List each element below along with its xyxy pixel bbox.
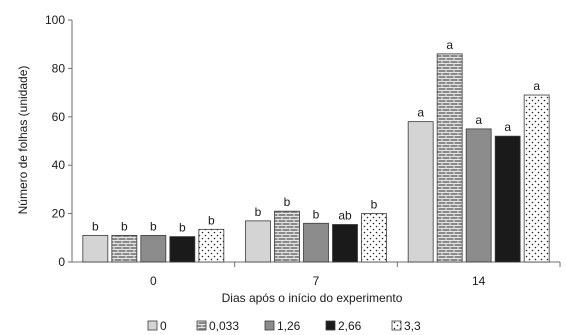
bar-2,66-0 (169, 236, 196, 263)
significance-letter: b (371, 198, 378, 212)
significance-letter: a (504, 120, 511, 134)
significance-letter: b (92, 219, 99, 233)
significance-letter: a (533, 79, 540, 93)
bar-1,26-0 (140, 234, 167, 263)
y-tick-label: 40 (52, 158, 66, 172)
significance-letter: ab (338, 208, 352, 222)
bar-0,033-14 (436, 53, 463, 263)
significance-letter: b (284, 195, 291, 209)
legend-label: 0 (160, 319, 167, 333)
bar-0-0 (82, 234, 109, 263)
bar-3,3-7 (361, 213, 387, 263)
legend-swatch-0 (147, 320, 158, 331)
significance-letter: b (150, 219, 157, 233)
legend-swatch-2,66 (325, 320, 336, 331)
legend-swatch-0,033 (196, 320, 207, 331)
significance-letter: b (208, 213, 215, 227)
x-tick-label: 14 (472, 274, 486, 288)
bar-0,033-7 (274, 210, 300, 263)
y-tick-label: 0 (58, 255, 65, 269)
x-axis-title: Dias após o início do experimento (222, 291, 403, 305)
y-axis-title: Número de folhas (unidade) (16, 66, 30, 215)
y-tick-label: 80 (52, 61, 66, 75)
bar-2,66-14 (494, 135, 521, 263)
y-tick-label: 100 (45, 13, 65, 27)
x-tick-label: 7 (313, 274, 320, 288)
legend-label: 3,3 (404, 319, 421, 333)
bar-2,66-7 (332, 224, 358, 263)
legend-swatch-3,3 (391, 320, 402, 331)
significance-letter: a (475, 113, 482, 127)
bars (82, 53, 550, 263)
legend: 0 0,033 1,26 2,66 3,3 (147, 319, 421, 333)
y-tick-label: 60 (52, 110, 66, 124)
significance-letter: b (121, 219, 128, 233)
bar-1,26-14 (465, 128, 492, 263)
bar-1,26-7 (303, 222, 329, 263)
bar-0-7 (245, 220, 271, 263)
significance-letter: b (255, 205, 262, 219)
bar-0,033-0 (111, 234, 138, 263)
bar-0-14 (407, 121, 434, 263)
legend-label: 1,26 (277, 319, 301, 333)
data-labels: b b b b b b b b ab b a a a a a (92, 38, 540, 235)
x-tick-label: 0 (150, 274, 157, 288)
significance-letter: b (179, 221, 186, 235)
legend-label: 0,033 (209, 319, 239, 333)
bar-3,3-0 (198, 228, 225, 263)
significance-letter: a (417, 106, 424, 120)
legend-swatch-1,26 (264, 320, 275, 331)
significance-letter: b (313, 207, 320, 221)
legend-label: 2,66 (338, 319, 362, 333)
y-tick-label: 20 (52, 207, 66, 221)
significance-letter: a (446, 38, 453, 52)
bar-3,3-14 (523, 94, 550, 263)
